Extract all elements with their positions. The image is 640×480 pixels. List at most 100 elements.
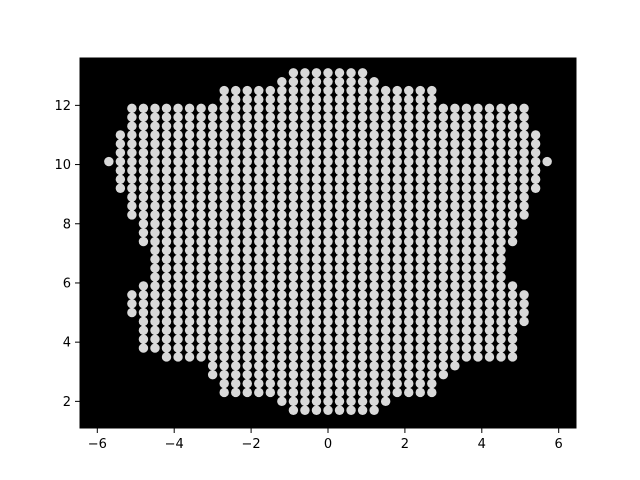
scatter-point — [380, 85, 391, 96]
scatter-point — [311, 174, 322, 185]
scatter-point — [346, 156, 356, 167]
scatter-point — [300, 201, 310, 211]
scatter-point — [369, 378, 379, 389]
scatter-point — [184, 121, 195, 131]
scatter-point — [450, 219, 460, 229]
scatter-point — [369, 387, 379, 398]
scatter-point — [242, 378, 252, 389]
scatter-point — [415, 290, 425, 300]
scatter-point — [404, 121, 414, 131]
scatter-point — [127, 156, 137, 167]
scatter-point — [427, 298, 437, 309]
scatter-point — [404, 103, 414, 114]
scatter-point — [242, 174, 252, 185]
scatter-point — [357, 254, 368, 264]
scatter-point — [334, 343, 345, 353]
scatter-point — [496, 316, 506, 327]
scatter-point — [346, 121, 356, 131]
scatter-point — [254, 290, 264, 300]
scatter-point — [219, 201, 229, 211]
scatter-point — [311, 254, 322, 264]
scatter-point — [173, 263, 183, 273]
scatter-point — [473, 352, 483, 362]
scatter-point — [369, 121, 379, 131]
scatter-point — [427, 254, 437, 264]
scatter-point — [438, 307, 449, 318]
scatter-point — [184, 192, 195, 202]
scatter-point — [427, 352, 437, 362]
scatter-point — [369, 254, 379, 264]
scatter-point — [288, 130, 299, 140]
scatter-point — [334, 156, 345, 167]
scatter-point — [161, 263, 172, 273]
scatter-point — [173, 245, 183, 256]
scatter-point — [150, 130, 160, 140]
scatter-point — [507, 290, 518, 300]
scatter-point — [231, 219, 241, 229]
scatter-point — [461, 165, 472, 176]
scatter-point — [219, 94, 229, 105]
scatter-point — [346, 298, 356, 309]
scatter-point — [254, 165, 264, 176]
scatter-point — [219, 174, 229, 185]
scatter-point — [346, 396, 356, 407]
scatter-point — [219, 130, 229, 140]
scatter-point — [484, 290, 495, 300]
scatter-point — [242, 139, 252, 149]
scatter-point — [496, 139, 506, 149]
scatter-point — [461, 201, 472, 211]
scatter-point — [127, 307, 137, 318]
scatter-point — [438, 370, 449, 380]
scatter-point — [369, 165, 379, 176]
scatter-point — [323, 316, 333, 327]
scatter-point — [461, 334, 472, 344]
scatter-point — [138, 210, 149, 220]
x-tick-label: 4 — [478, 437, 486, 452]
scatter-point — [219, 165, 229, 176]
scatter-point — [496, 112, 506, 122]
scatter-point — [380, 343, 391, 353]
scatter-point — [450, 281, 460, 291]
scatter-point — [392, 352, 402, 362]
scatter-point — [196, 298, 206, 309]
scatter-point — [323, 130, 333, 140]
scatter-point — [231, 343, 241, 353]
scatter-point — [277, 103, 287, 114]
scatter-point — [380, 236, 391, 247]
scatter-point — [323, 174, 333, 185]
scatter-point — [380, 219, 391, 229]
scatter-point — [288, 387, 299, 398]
scatter-point — [254, 334, 264, 344]
scatter-point — [473, 307, 483, 318]
scatter-point — [404, 156, 414, 167]
scatter-point — [507, 343, 518, 353]
scatter-point — [369, 148, 379, 158]
scatter-point — [127, 298, 137, 309]
scatter-point — [415, 201, 425, 211]
scatter-point — [404, 387, 414, 398]
scatter-point — [450, 156, 460, 167]
scatter-point — [415, 272, 425, 282]
scatter-point — [277, 85, 287, 96]
scatter-point — [519, 298, 529, 309]
scatter-point — [300, 148, 310, 158]
scatter-point — [311, 103, 322, 114]
scatter-point — [150, 183, 160, 193]
scatter-point — [288, 370, 299, 380]
scatter-point — [231, 165, 241, 176]
scatter-point — [496, 156, 506, 167]
scatter-point — [207, 103, 218, 114]
scatter-point — [288, 165, 299, 176]
scatter-point — [473, 165, 483, 176]
scatter-point — [450, 165, 460, 176]
scatter-point — [127, 192, 137, 202]
scatter-point — [484, 298, 495, 309]
scatter-point — [207, 307, 218, 318]
scatter-point — [196, 148, 206, 158]
scatter-point — [288, 245, 299, 256]
scatter-point — [311, 236, 322, 247]
scatter-point — [288, 307, 299, 318]
scatter-point — [346, 254, 356, 264]
scatter-point — [461, 112, 472, 122]
scatter-point — [415, 174, 425, 185]
